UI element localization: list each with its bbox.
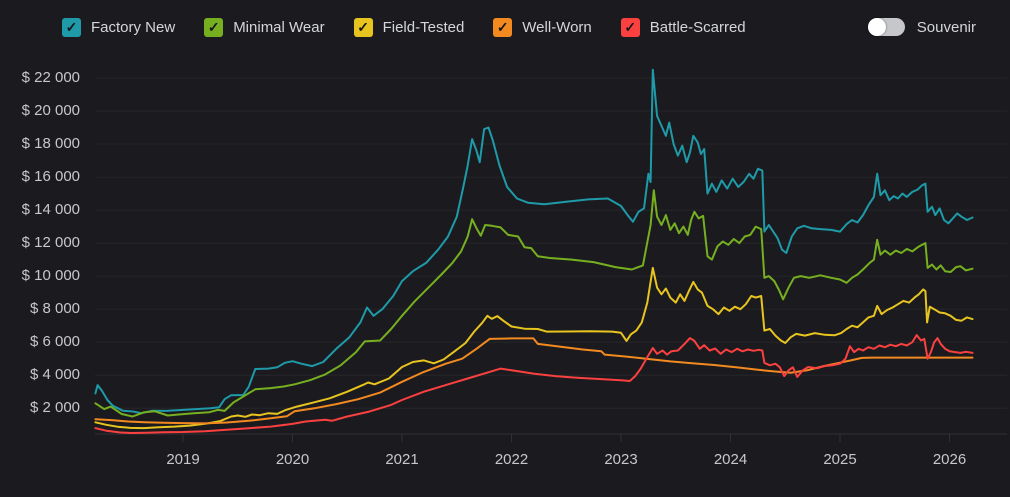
x-tick-label: 2024 <box>713 451 748 468</box>
checkbox-checked-icon[interactable]: ✓ <box>62 17 81 37</box>
x-tick-label: 2019 <box>166 451 200 468</box>
legend-item-minimal-wear[interactable]: ✓ Minimal Wear <box>204 17 325 37</box>
legend-item-label: Well-Worn <box>522 18 592 36</box>
legend-item-label: Factory New <box>91 18 176 36</box>
series-line-well-worn <box>94 337 974 425</box>
legend-item-battle-scarred[interactable]: ✓ Battle-Scarred <box>620 17 746 37</box>
y-tick-label: $ 22 000 <box>21 69 80 86</box>
x-tick-label: 2026 <box>932 451 967 468</box>
y-tick-label: $ 4 000 <box>29 366 80 384</box>
souvenir-label: Souvenir <box>916 18 976 36</box>
legend-item-label: Minimal Wear <box>233 18 325 36</box>
legend-item-factory-new[interactable]: ✓ Factory New <box>62 17 176 37</box>
series-line-factory-new <box>94 68 974 415</box>
y-tick-label: $ 6 000 <box>29 333 80 351</box>
y-tick-label: $ 10 000 <box>21 267 80 285</box>
checkbox-checked-icon[interactable]: ✓ <box>204 17 224 37</box>
series-line-field-tested <box>94 266 974 430</box>
series-line-battle-scarred <box>94 334 974 434</box>
check-icon: ✓ <box>496 18 509 35</box>
y-tick-label: $ 16 000 <box>21 168 80 186</box>
legend-item-field-tested[interactable]: ✓ Field-Tested <box>353 17 465 37</box>
check-icon: ✓ <box>357 18 369 35</box>
check-icon: ✓ <box>624 18 637 35</box>
y-tick-label: $ 2 000 <box>29 399 80 417</box>
toggle-knob <box>867 18 886 36</box>
check-icon: ✓ <box>207 18 220 35</box>
toggle-off-icon[interactable] <box>867 18 905 36</box>
checkbox-checked-icon[interactable]: ✓ <box>493 17 513 37</box>
x-tick-label: 2023 <box>604 451 638 468</box>
y-tick-label: $ 12 000 <box>21 234 80 252</box>
legend-item-well-worn[interactable]: ✓ Well-Worn <box>493 17 592 37</box>
y-tick-label: $ 14 000 <box>21 201 80 219</box>
x-tick-label: 2025 <box>823 451 857 468</box>
y-tick-label: $ 8 000 <box>29 300 80 318</box>
y-tick-label: $ 20 000 <box>21 102 80 120</box>
legend: ✓ Factory New ✓ Minimal Wear ✓ Field-Tes… <box>62 16 976 38</box>
legend-item-label: Field-Tested <box>382 18 465 36</box>
checkbox-checked-icon[interactable]: ✓ <box>620 17 640 37</box>
check-icon: ✓ <box>65 18 78 35</box>
x-tick-label: 2020 <box>275 451 310 468</box>
x-tick-label: 2022 <box>494 451 529 468</box>
checkbox-checked-icon[interactable]: ✓ <box>353 17 373 37</box>
x-tick-label: 2021 <box>385 451 419 468</box>
y-tick-label: $ 18 000 <box>21 135 80 153</box>
series-line-minimal-wear <box>94 189 974 418</box>
legend-item-label: Battle-Scarred <box>649 18 746 36</box>
souvenir-toggle-group[interactable]: Souvenir <box>867 18 976 36</box>
